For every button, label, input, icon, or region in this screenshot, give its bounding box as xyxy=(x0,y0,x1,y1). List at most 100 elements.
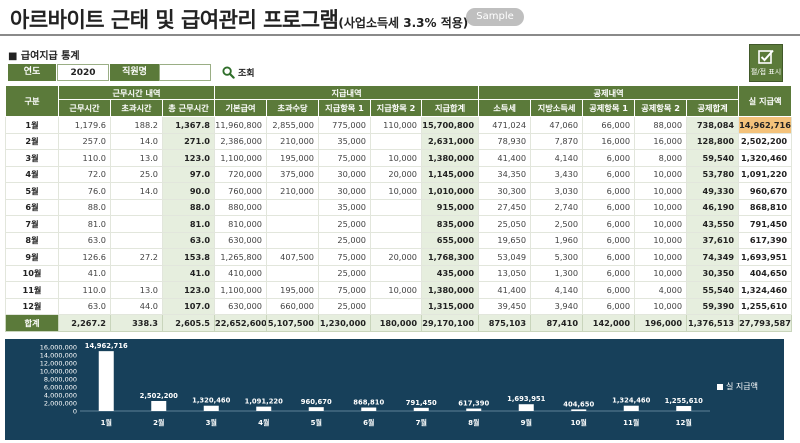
pay-total-cell: 1,768,300 xyxy=(421,248,480,266)
header-deduct-item-1: 공제항목 1 xyxy=(582,99,636,117)
data-label: 960,670 xyxy=(301,398,332,406)
toggle-display-button[interactable]: 펼/접 표시 xyxy=(749,44,783,82)
month-cell: 9월 xyxy=(5,248,59,266)
deduct-item-1-cell: 6,000 xyxy=(582,165,636,183)
income-tax-cell: 19,650 xyxy=(478,231,532,249)
net-pay-cell: 791,450 xyxy=(738,215,793,233)
total-hours-cell: 81.0 xyxy=(161,215,216,233)
work-hours-cell: 41.0 xyxy=(58,264,111,282)
deduct-total-cell: 59,540 xyxy=(686,149,740,167)
overtime-pay-cell xyxy=(266,264,320,282)
month-cell: 12월 xyxy=(5,297,59,315)
pay-item-1-cell: 25,000 xyxy=(318,297,372,315)
y-tick-label: 8,000,000 xyxy=(44,376,77,384)
data-label: 791,450 xyxy=(406,399,437,407)
search-label: 조회 xyxy=(238,69,255,79)
base-pay-cell: 720,000 xyxy=(214,165,268,183)
deduct-item-2-cell: 10,000 xyxy=(634,248,688,266)
deduct-item-1-cell: 6,000 xyxy=(582,264,636,282)
table-row: 5월 76.0 14.0 90.0 760,000 210,000 30,000 10,000… xyxy=(5,182,793,200)
pay-item-1-cell: 75,000 xyxy=(318,281,372,299)
year-field[interactable]: 2020 xyxy=(57,64,109,81)
bar-12월 xyxy=(676,405,692,411)
work-hours-cell: 110.0 xyxy=(58,149,111,167)
base-pay-cell: 880,000 xyxy=(214,198,268,216)
deduct-item-2-cell: 4,000 xyxy=(634,281,688,299)
search-button[interactable]: 조회 xyxy=(222,64,255,81)
work-hours-cell: 76.0 xyxy=(58,182,111,200)
table-row: 9월 126.6 27.2 153.8 1,265,800 407,500 75,000 20… xyxy=(5,248,793,266)
net-pay-cell: 868,810 xyxy=(738,198,793,216)
pay-item-1-cell: 35,000 xyxy=(318,198,372,216)
overtime-pay-cell: 660,000 xyxy=(266,297,320,315)
month-cell: 7월 xyxy=(5,215,59,233)
total-hours-cell: 123.0 xyxy=(161,149,216,167)
legend-label: 실 지급액 xyxy=(726,382,758,391)
total-hours-cell: 107.0 xyxy=(161,297,216,315)
month-cell: 10월 xyxy=(5,264,59,282)
sample-badge[interactable]: Sample xyxy=(466,8,524,26)
chart-canvas: 16,000,00014,000,00012,000,00010,000,000… xyxy=(40,342,710,427)
work-hours-cell: 63.0 xyxy=(58,231,111,249)
overtime-hours-cell: 13.0 xyxy=(110,281,163,299)
overtime-hours-cell: 25.0 xyxy=(110,165,163,183)
header-local-tax: 지방소득세 xyxy=(530,99,584,117)
overtime-pay-cell: 210,000 xyxy=(266,132,320,150)
pay-item-2-cell xyxy=(370,215,423,233)
base-pay-cell: 410,000 xyxy=(214,264,268,282)
income-tax-cell: 53,049 xyxy=(478,248,532,266)
pay-item-1-cell: 75,000 xyxy=(318,248,372,266)
pay-item-1-cell: 775,000 xyxy=(318,116,372,134)
pay-total-cell: 655,000 xyxy=(421,231,480,249)
header-total-hours: 총 근무시간 xyxy=(161,99,216,117)
month-cell: 4월 xyxy=(5,165,59,183)
overtime-pay-cell xyxy=(266,215,320,233)
overtime-pay-cell: 375,000 xyxy=(266,165,320,183)
header-overtime-hours: 초과시간 xyxy=(110,99,163,117)
local-tax-cell: 5,300 xyxy=(530,248,584,266)
bar-11월 xyxy=(623,405,639,411)
work-hours-cell: 110.0 xyxy=(58,281,111,299)
work-hours-cell: 88.0 xyxy=(58,198,111,216)
income-tax-cell: 471,024 xyxy=(478,116,532,134)
table-row: 6월 88.0 88.0 880,000 35,000 915,000 27,450 2,74… xyxy=(5,198,793,216)
pay-item-2-cell xyxy=(370,264,423,282)
deduct-item-2-cell: 10,000 xyxy=(634,231,688,249)
deduct-total-cell: 55,540 xyxy=(686,281,740,299)
header-deduct-total: 공제합계 xyxy=(686,99,740,117)
employee-field[interactable] xyxy=(159,64,211,81)
deduct-item-2-cell: 10,000 xyxy=(634,198,688,216)
deduct-total-cell: 43,550 xyxy=(686,215,740,233)
overtime-hours-cell xyxy=(110,264,163,282)
pay-total-cell: 1,380,000 xyxy=(421,281,480,299)
local-tax-cell: 2,500 xyxy=(530,215,584,233)
month-cell: 8월 xyxy=(5,231,59,249)
work-hours-cell: 63.0 xyxy=(58,297,111,315)
overtime-pay-cell xyxy=(266,231,320,249)
income-tax-cell: 41,400 xyxy=(478,281,532,299)
pay-item-2-cell: 10,000 xyxy=(370,281,423,299)
pay-total-cell: 1,010,000 xyxy=(421,182,480,200)
x-tick-label: 1월 xyxy=(101,418,112,427)
section-title: ■ 급여지급 통계 xyxy=(8,51,80,62)
pay-item-2-cell: 10,000 xyxy=(370,182,423,200)
total-hours-cell: 271.0 xyxy=(161,132,216,150)
header-category: 구분 xyxy=(5,85,59,117)
y-tick-label: 6,000,000 xyxy=(44,384,77,392)
total-hours-cell: 97.0 xyxy=(161,165,216,183)
header-deduct-item-2: 공제항목 2 xyxy=(634,99,688,117)
header-pay-total: 지급합계 xyxy=(421,99,480,117)
data-label: 404,650 xyxy=(563,400,594,408)
x-tick-label: 7월 xyxy=(416,418,427,427)
x-tick-label: 3월 xyxy=(206,418,217,427)
deduct-item-1-cell: 66,000 xyxy=(582,116,636,134)
overtime-hours-cell: 14.0 xyxy=(110,132,163,150)
net-pay-cell: 1,091,220 xyxy=(738,165,793,183)
deduct-total-cell: 46,190 xyxy=(686,198,740,216)
pay-item-1-cell: 35,000 xyxy=(318,132,372,150)
y-tick-label: 14,000,000 xyxy=(40,352,77,360)
y-tick-label: 12,000,000 xyxy=(40,360,77,368)
month-cell: 1월 xyxy=(5,116,59,134)
deduct-item-2-cell: 10,000 xyxy=(634,165,688,183)
bar-9월 xyxy=(518,404,534,411)
